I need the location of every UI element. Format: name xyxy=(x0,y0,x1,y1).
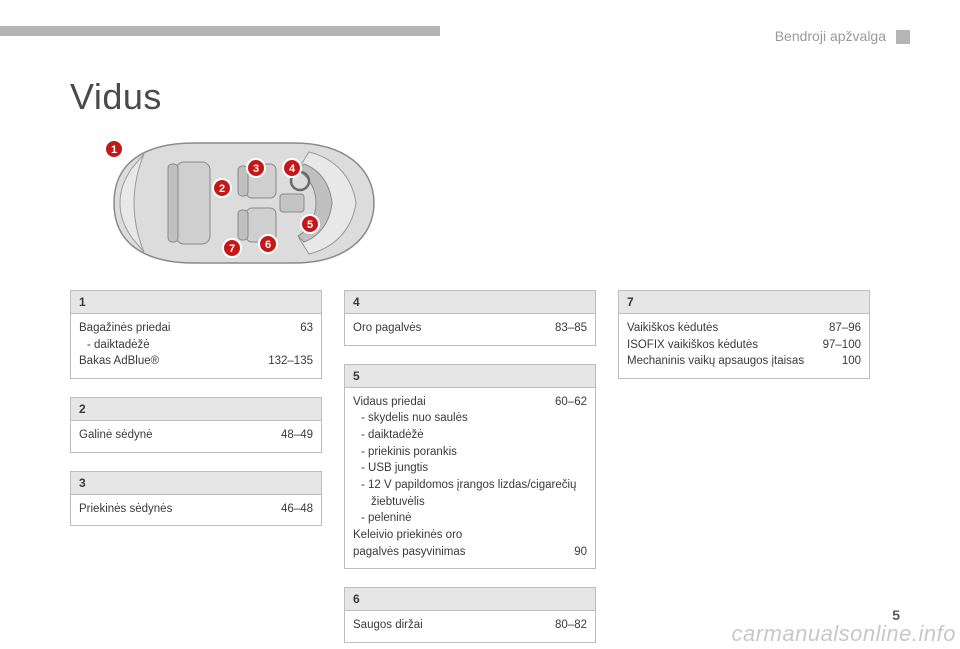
svg-text:2: 2 xyxy=(219,183,225,195)
index-label: Oro pagalvės xyxy=(353,320,555,337)
box-body: Vaikiškos kėdutės 87–96 ISOFIX vaikiškos… xyxy=(619,314,869,378)
box-head: 4 xyxy=(345,291,595,314)
index-label: Vidaus priedai xyxy=(353,394,555,411)
box-head: 2 xyxy=(71,398,321,421)
index-label: pagalvės pasyvinimas xyxy=(353,544,574,561)
index-pages: 60–62 xyxy=(555,394,587,411)
index-label: ISOFIX vaikiškos kėdutės xyxy=(627,337,823,354)
index-row: Oro pagalvės 83–85 xyxy=(353,320,587,337)
page: Bendroji apžvalga Vidus 1 2 3 4 5 6 xyxy=(0,0,960,649)
sub-item: daiktadėžė xyxy=(361,427,587,444)
index-label: Bagažinės priedai xyxy=(79,320,300,337)
interior-diagram: 1 2 3 4 5 6 7 xyxy=(84,128,384,278)
breadcrumb: Bendroji apžvalga xyxy=(775,28,886,44)
index-pages: 83–85 xyxy=(555,320,587,337)
index-pages: 132–135 xyxy=(268,353,313,370)
box-7: 7 Vaikiškos kėdutės 87–96 ISOFIX vaikišk… xyxy=(618,290,870,379)
sub-item: priekinis porankis xyxy=(361,444,587,461)
index-pages: 46–48 xyxy=(281,501,313,518)
top-accent-bar xyxy=(0,26,440,36)
section-tab-icon xyxy=(896,30,910,44)
box-head: 1 xyxy=(71,291,321,314)
index-pages: 80–82 xyxy=(555,617,587,634)
svg-text:5: 5 xyxy=(307,219,313,231)
page-title: Vidus xyxy=(70,76,162,118)
box-body: Galinė sėdynė 48–49 xyxy=(71,421,321,452)
index-pages: 97–100 xyxy=(823,337,861,354)
index-pages: 90 xyxy=(574,544,587,561)
index-label: Keleivio priekinės oro xyxy=(353,527,587,544)
sub-item: 12 V papildomos įrangos lizdas/cigarečių xyxy=(361,477,587,494)
box-5: 5 Vidaus priedai 60–62 skydelis nuo saul… xyxy=(344,364,596,570)
column-right: 7 Vaikiškos kėdutės 87–96 ISOFIX vaikišk… xyxy=(618,290,870,643)
box-head: 6 xyxy=(345,588,595,611)
box-6: 6 Saugos diržai 80–82 xyxy=(344,587,596,643)
index-row: Galinė sėdynė 48–49 xyxy=(79,427,313,444)
index-row: Priekinės sėdynės 46–48 xyxy=(79,501,313,518)
column-middle: 4 Oro pagalvės 83–85 5 Vidaus priedai 60… xyxy=(344,290,596,643)
column-left: 1 Bagažinės priedai 63 daiktadėžė Bakas … xyxy=(70,290,322,643)
index-row: Bakas AdBlue® 132–135 xyxy=(79,353,313,370)
sub-item: USB jungtis xyxy=(361,460,587,477)
svg-text:3: 3 xyxy=(253,163,259,175)
sub-item-cont: žiebtuvėlis xyxy=(361,494,587,511)
index-row: Bagažinės priedai 63 xyxy=(79,320,313,337)
index-row: Vidaus priedai 60–62 xyxy=(353,394,587,411)
box-body: Bagažinės priedai 63 daiktadėžė Bakas Ad… xyxy=(71,314,321,378)
box-4: 4 Oro pagalvės 83–85 xyxy=(344,290,596,346)
index-row: Vaikiškos kėdutės 87–96 xyxy=(627,320,861,337)
index-label: Priekinės sėdynės xyxy=(79,501,281,518)
index-pages: 48–49 xyxy=(281,427,313,444)
sub-item: peleninė xyxy=(361,510,587,527)
sub-item: daiktadėžė xyxy=(87,337,313,354)
box-head: 7 xyxy=(619,291,869,314)
sub-item: skydelis nuo saulės xyxy=(361,410,587,427)
index-label: Saugos diržai xyxy=(353,617,555,634)
index-label: Vaikiškos kėdutės xyxy=(627,320,829,337)
svg-text:4: 4 xyxy=(289,163,296,175)
box-body: Saugos diržai 80–82 xyxy=(345,611,595,642)
box-3: 3 Priekinės sėdynės 46–48 xyxy=(70,471,322,527)
svg-text:1: 1 xyxy=(111,144,117,156)
box-1: 1 Bagažinės priedai 63 daiktadėžė Bakas … xyxy=(70,290,322,379)
index-row: pagalvės pasyvinimas 90 xyxy=(353,544,587,561)
index-pages: 87–96 xyxy=(829,320,861,337)
sub-list: daiktadėžė xyxy=(79,337,313,354)
index-label: Mechaninis vaikų apsaugos įtaisas xyxy=(627,353,842,370)
box-body: Oro pagalvės 83–85 xyxy=(345,314,595,345)
box-head: 3 xyxy=(71,472,321,495)
box-head: 5 xyxy=(345,365,595,388)
sub-list: skydelis nuo saulės daiktadėžė priekinis… xyxy=(353,410,587,527)
svg-text:6: 6 xyxy=(265,239,271,251)
index-label: Galinė sėdynė xyxy=(79,427,281,444)
index-pages: 100 xyxy=(842,353,861,370)
box-body: Vidaus priedai 60–62 skydelis nuo saulės… xyxy=(345,388,595,569)
index-label: Bakas AdBlue® xyxy=(79,353,268,370)
content-columns: 1 Bagažinės priedai 63 daiktadėžė Bakas … xyxy=(70,290,870,643)
box-body: Priekinės sėdynės 46–48 xyxy=(71,495,321,526)
index-pages: 63 xyxy=(300,320,313,337)
index-row: Mechaninis vaikų apsaugos įtaisas 100 xyxy=(627,353,861,370)
index-row: Keleivio priekinės oro xyxy=(353,527,587,544)
index-row: ISOFIX vaikiškos kėdutės 97–100 xyxy=(627,337,861,354)
svg-text:7: 7 xyxy=(229,243,235,255)
box-2: 2 Galinė sėdynė 48–49 xyxy=(70,397,322,453)
index-row: Saugos diržai 80–82 xyxy=(353,617,587,634)
watermark: carmanualsonline.info xyxy=(731,621,956,647)
